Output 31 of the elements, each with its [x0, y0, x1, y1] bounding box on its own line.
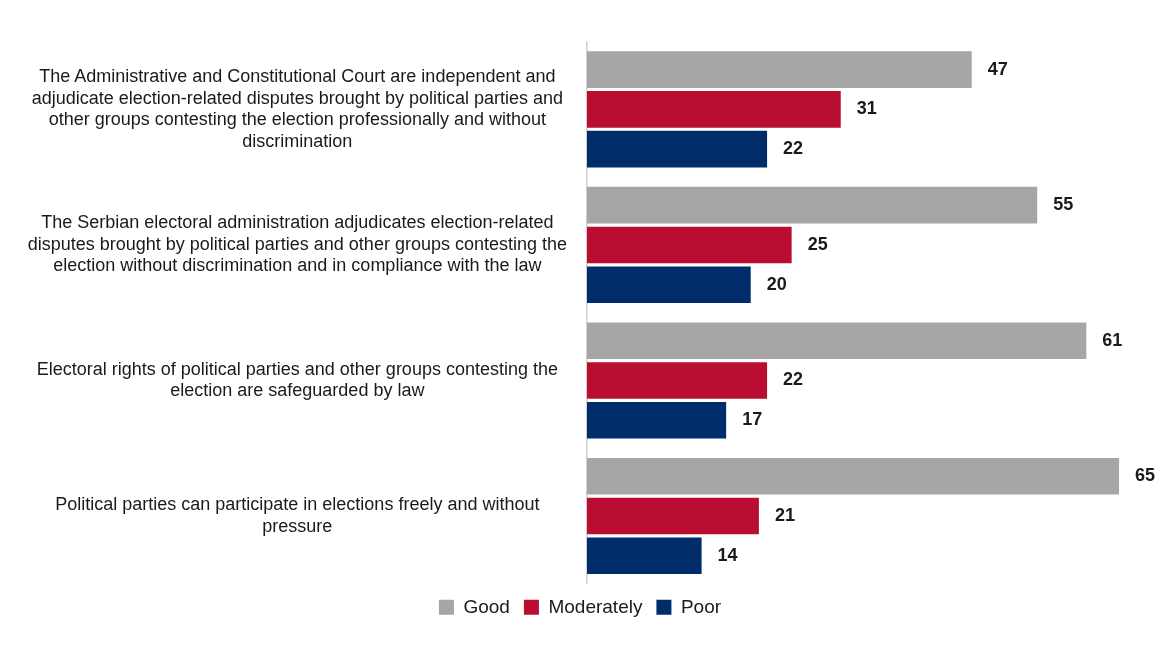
- data-label: 22: [783, 369, 804, 390]
- data-label: 20: [766, 273, 787, 294]
- legend-label: Poor: [680, 595, 722, 617]
- bar: [587, 91, 841, 128]
- bar: [587, 497, 759, 535]
- bar: [587, 186, 1038, 224]
- bar: [587, 130, 768, 168]
- bar: [587, 322, 1087, 359]
- y-tick-label: The Administrative and Constitutional Court are independent and adjudicate election-related disputes brought by political parties and other groups contesting the election professionally and without discrimination: [31, 65, 563, 151]
- legend-label: Good: [463, 595, 510, 617]
- bar: [587, 537, 702, 575]
- data-label: 21: [774, 504, 795, 525]
- bar: [587, 226, 792, 264]
- y-tick-label: The Serbian electoral administration adjudicates election-related disputes brought by political parties and other groups contesting the election without discrimination and in compliance with the law: [27, 212, 567, 276]
- data-label: 61: [1102, 329, 1123, 350]
- data-label: 14: [717, 544, 738, 565]
- data-label: 22: [783, 138, 804, 159]
- data-label: 25: [807, 233, 828, 254]
- bar: [587, 362, 768, 399]
- legend-label: Moderately: [548, 595, 643, 617]
- bar: [587, 266, 751, 303]
- data-label: 65: [1135, 465, 1156, 486]
- data-label: 17: [742, 409, 763, 430]
- data-label: 55: [1053, 194, 1074, 215]
- y-tick-label: Political parties can participate in elections freely and without pressure: [55, 494, 540, 536]
- data-label: 31: [856, 98, 877, 119]
- bar: [587, 51, 972, 88]
- bar: [587, 457, 1120, 495]
- data-label: 47: [987, 58, 1008, 79]
- y-tick-label: Electoral rights of political parties and other groups contesting the election are safeguarded by law: [36, 358, 558, 401]
- bar: [587, 401, 727, 439]
